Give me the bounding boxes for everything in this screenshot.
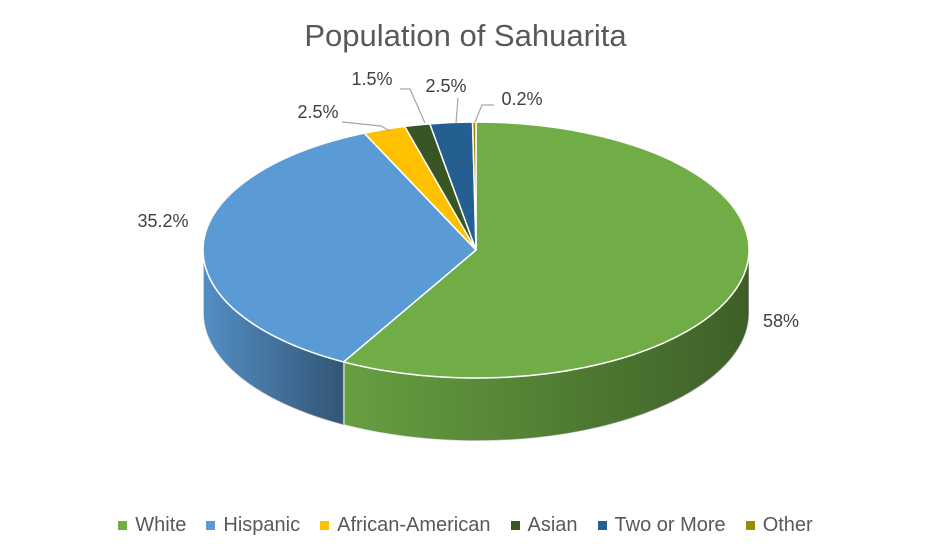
legend-label: Other [762,513,813,536]
legend-item-hispanic: Hispanic [206,514,300,537]
legend-swatch [118,520,128,530]
pie-slice-other [471,121,477,251]
pie-slice-white [342,121,750,379]
legend-swatch [510,520,520,530]
legend-item-white: White [118,514,186,537]
data-label-white: 58% [763,311,799,331]
data-label-hispanic: 35.2% [137,211,188,231]
legend-item-two-or-more: Two or More [597,513,726,537]
pie-data-labels: 58% 35.2% 2.5% 1.5% 2.5% 0.2% [137,69,799,331]
pie-slice-hispanic [202,132,477,363]
leader-line-two-or-more [455,97,459,124]
legend-label: African-American [337,513,491,536]
legend-swatch [597,520,607,530]
pie-leader-lines [341,88,494,132]
legend-item-asian: Asian [510,513,578,537]
pie-sides [202,249,750,442]
legend: White Hispanic African-American Asian Two or… [0,512,931,538]
legend-label: Asian [527,513,578,536]
legend-label: White [135,513,187,536]
legend-label: Hispanic [223,513,301,536]
leader-line-asian [400,88,426,124]
pie-tops [202,121,750,379]
data-label-other: 0.2% [501,89,542,109]
chart-title: Population of Sahuarita [304,18,627,53]
leader-line-african-american [341,121,391,132]
legend-swatch [745,520,755,530]
legend-label: Two or More [614,513,726,536]
legend-item-african-american: African-American [320,513,491,537]
legend-swatch [320,520,330,530]
data-label-african-american: 2.5% [297,102,338,122]
leader-line-other [474,104,494,123]
data-label-two-or-more: 2.5% [425,76,466,96]
legend-swatch [206,520,216,530]
legend-item-other: Other [745,513,813,537]
data-label-asian: 1.5% [351,69,392,89]
